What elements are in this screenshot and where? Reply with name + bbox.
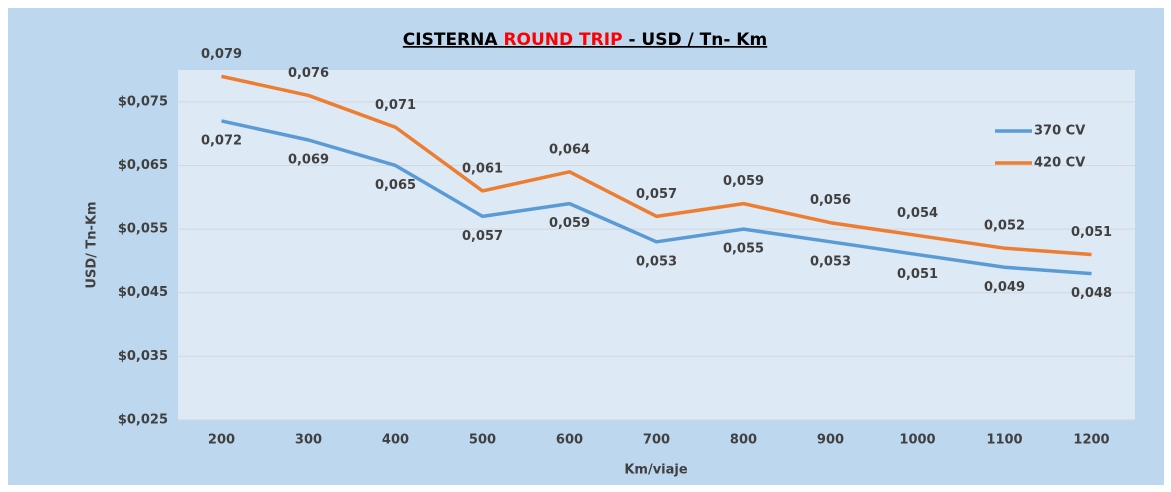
y-tick-label: $0,035	[118, 349, 168, 364]
data-label: 0,051	[1071, 225, 1112, 240]
data-label: 0,053	[636, 254, 677, 269]
x-tick-label: 1200	[1073, 433, 1109, 448]
line	[221, 74, 1092, 257]
data-label: 0,052	[984, 219, 1025, 234]
y-tick-label: $0,025	[118, 413, 168, 428]
legend-label: 370 CV	[1034, 124, 1085, 139]
x-tick-label: 700	[643, 433, 670, 448]
data-label: 0,056	[810, 193, 851, 208]
x-tick-label: 900	[817, 433, 844, 448]
data-label: 0,054	[897, 206, 938, 221]
data-label: 0,057	[462, 229, 503, 244]
x-tick-label: 400	[382, 433, 409, 448]
data-label: 0,071	[375, 98, 416, 113]
data-label: 0,069	[288, 153, 329, 168]
x-tick-label: 200	[208, 433, 235, 448]
title-end: - USD / Tn- Km	[628, 30, 767, 50]
data-label: 0,057	[636, 187, 677, 202]
x-axis-label: Km/viaje	[624, 463, 688, 478]
chart-title: CISTERNA ROUND TRIP - USD / Tn- Km	[403, 30, 767, 50]
line	[221, 119, 1092, 276]
title-start: CISTERNA	[403, 30, 499, 50]
data-label: 0,048	[1071, 286, 1112, 301]
data-label: 0,059	[549, 216, 590, 231]
x-tick-label: 1100	[986, 433, 1022, 448]
data-label: 0,061	[462, 161, 503, 176]
x-tick-label: 600	[556, 433, 583, 448]
data-label: 0,059	[723, 174, 764, 189]
x-tick-label: 500	[469, 433, 496, 448]
y-tick-label: $0,055	[118, 222, 168, 237]
legend-label: 420 CV	[1034, 156, 1085, 171]
data-label: 0,076	[288, 66, 329, 81]
y-tick-label: $0,065	[118, 158, 168, 173]
data-label: 0,053	[810, 254, 851, 269]
data-label: 0,079	[201, 47, 242, 62]
title-highlight: ROUND TRIP	[503, 30, 622, 50]
x-tick-label: 1000	[899, 433, 935, 448]
data-label: 0,072	[201, 133, 242, 148]
data-label: 0,064	[549, 142, 590, 157]
y-tick-label: $0,045	[118, 285, 168, 300]
x-tick-label: 300	[295, 433, 322, 448]
data-label: 0,055	[723, 242, 764, 257]
x-tick-label: 800	[730, 433, 757, 448]
data-label: 0,065	[375, 178, 416, 193]
data-label: 0,051	[897, 267, 938, 282]
y-axis-label: USD/ Tn-Km	[85, 201, 100, 288]
data-label: 0,049	[984, 280, 1025, 295]
y-tick-label: $0,075	[118, 94, 168, 109]
